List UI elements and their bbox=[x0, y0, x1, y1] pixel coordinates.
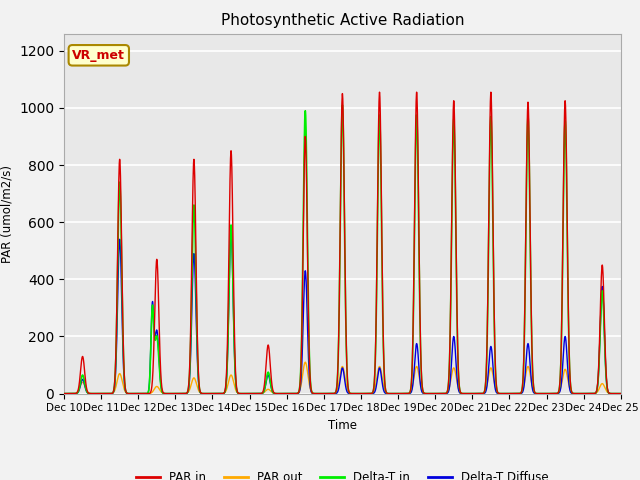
Y-axis label: PAR (umol/m2/s): PAR (umol/m2/s) bbox=[1, 165, 13, 263]
X-axis label: Time: Time bbox=[328, 419, 357, 432]
Text: VR_met: VR_met bbox=[72, 49, 125, 62]
Legend: PAR in, PAR out, Delta-T in, Delta-T Diffuse: PAR in, PAR out, Delta-T in, Delta-T Dif… bbox=[131, 466, 554, 480]
Title: Photosynthetic Active Radiation: Photosynthetic Active Radiation bbox=[221, 13, 464, 28]
